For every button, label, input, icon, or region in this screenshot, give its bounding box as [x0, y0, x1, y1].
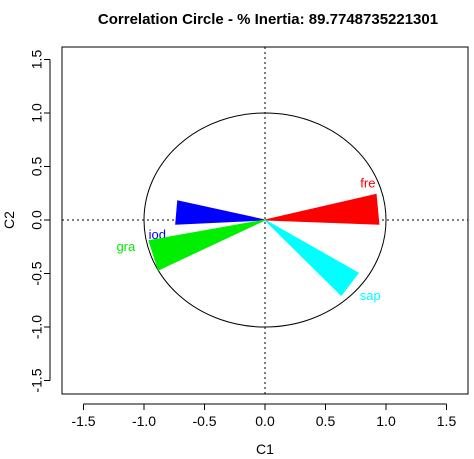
y-tick-label: 0.5 [29, 157, 45, 177]
unit-circle [143, 112, 387, 328]
axes: -1.5 -1.0 -0.5 0.0 0.5 1.0 1.5 -1.5 -1.0 -0.5 0.0 0… [29, 50, 457, 429]
x-tick-label: 0.0 [255, 413, 275, 429]
variable-label-fre: fre [360, 176, 375, 191]
y-axis-label: C2 [1, 211, 17, 229]
x-axis-label: C1 [256, 441, 274, 457]
y-tick-label: -1.5 [29, 368, 45, 392]
chart-title: Correlation Circle - % Inertia: 89.77487… [98, 11, 438, 28]
x-tick-label: -1.0 [132, 413, 156, 429]
variable-arrow-iod [175, 200, 266, 225]
y-tick-label: 1.0 [29, 103, 45, 123]
variable-label-gra: gra [116, 239, 136, 254]
x-tick-label: 0.5 [316, 413, 336, 429]
x-tick-label: 1.5 [437, 413, 457, 429]
y-tick-label: -1.0 [29, 315, 45, 339]
x-tick-label: 1.0 [376, 413, 396, 429]
variable-label-sap: sap [360, 288, 381, 303]
y-tick-label: 0.0 [29, 210, 45, 230]
x-tick-label: -1.5 [71, 413, 95, 429]
y-tick-label: 1.5 [29, 50, 45, 70]
x-tick-label: -0.5 [192, 413, 216, 429]
variable-arrow-gra [148, 219, 266, 271]
variable-arrow-fre [264, 193, 380, 225]
y-tick-label: -0.5 [29, 261, 45, 285]
variable-arrow-sap [264, 219, 359, 297]
